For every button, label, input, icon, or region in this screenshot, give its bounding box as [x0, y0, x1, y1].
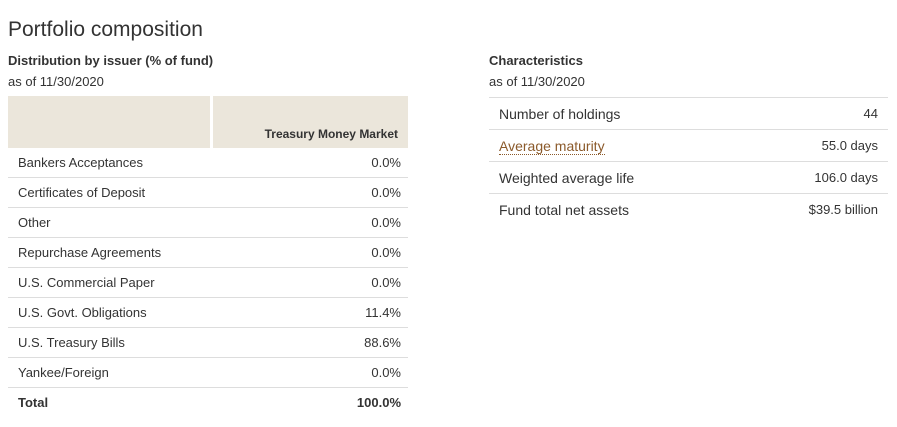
table-row: U.S. Treasury Bills 88.6%: [8, 327, 408, 358]
number-of-holdings-value: 44: [746, 97, 888, 130]
table-row: U.S. Govt. Obligations 11.4%: [8, 297, 408, 328]
issuer-value: 0.0%: [211, 267, 408, 298]
table-row: Number of holdings 44: [489, 97, 888, 130]
issuer-label: Other: [8, 207, 212, 238]
number-of-holdings-label: Number of holdings: [489, 97, 747, 130]
distribution-heading: Distribution by issuer (% of fund): [8, 53, 214, 68]
table-row: Average maturity 55.0 days: [489, 129, 888, 162]
table-row: Other 0.0%: [8, 207, 408, 238]
issuer-value: 0.0%: [211, 207, 408, 238]
issuer-label: Bankers Acceptances: [8, 148, 212, 178]
table-row: Repurchase Agreements 0.0%: [8, 237, 408, 268]
fund-total-net-assets-value: $39.5 billion: [808, 202, 878, 217]
table-row: U.S. Commercial Paper 0.0%: [8, 267, 408, 298]
issuer-label: Repurchase Agreements: [8, 237, 212, 268]
average-maturity-value: 55.0 days: [746, 129, 888, 162]
table-row: Fund total net assets $39.5 billion: [489, 194, 888, 226]
total-label: Total: [18, 395, 49, 410]
distribution-section: Distribution by issuer (% of fund) as of…: [8, 52, 408, 417]
issuer-label: U.S. Commercial Paper: [8, 267, 212, 298]
issuer-value: 0.0%: [211, 237, 408, 268]
issuer-value: 11.4%: [211, 297, 408, 328]
weighted-average-life-label: Weighted average life: [489, 161, 747, 194]
average-maturity-definition-link[interactable]: Average maturity: [499, 137, 605, 155]
average-maturity-cell: Average maturity: [489, 129, 747, 162]
distribution-as-of: as of 11/30/2020: [8, 74, 104, 89]
table-row: Weighted average life 106.0 days: [489, 161, 888, 194]
issuer-label: U.S. Govt. Obligations: [8, 297, 212, 328]
fund-column-header: Treasury Money Market: [211, 96, 408, 148]
total-value: 100.0%: [356, 395, 401, 410]
issuer-column-header: [8, 96, 213, 148]
issuer-label: Certificates of Deposit: [8, 177, 212, 208]
table-row: Yankee/Foreign 0.0%: [8, 357, 408, 388]
weighted-average-life-value: 106.0 days: [746, 161, 888, 194]
issuer-value: 0.0%: [211, 357, 408, 388]
issuer-value: 88.6%: [211, 327, 408, 358]
issuer-value: 0.0%: [211, 177, 408, 208]
page-title: Portfolio composition: [8, 18, 203, 41]
issuer-label: U.S. Treasury Bills: [8, 327, 212, 358]
characteristics-heading: Characteristics: [489, 53, 583, 68]
characteristics-as-of: as of 11/30/2020: [489, 74, 585, 89]
characteristics-table: Number of holdings 44 Average maturity 5…: [489, 97, 888, 225]
issuer-label: Yankee/Foreign: [8, 357, 212, 388]
distribution-table: Treasury Money Market Bankers Acceptance…: [8, 96, 408, 417]
characteristics-section: Characteristics as of 11/30/2020 Number …: [489, 52, 888, 225]
table-row: Certificates of Deposit 0.0%: [8, 177, 408, 208]
table-header-row: Treasury Money Market: [8, 96, 408, 148]
table-row: Bankers Acceptances 0.0%: [8, 148, 408, 178]
total-row: Total 100.0%: [8, 388, 408, 418]
fund-total-net-assets-label: Fund total net assets: [499, 201, 629, 218]
issuer-value: 0.0%: [211, 148, 408, 178]
